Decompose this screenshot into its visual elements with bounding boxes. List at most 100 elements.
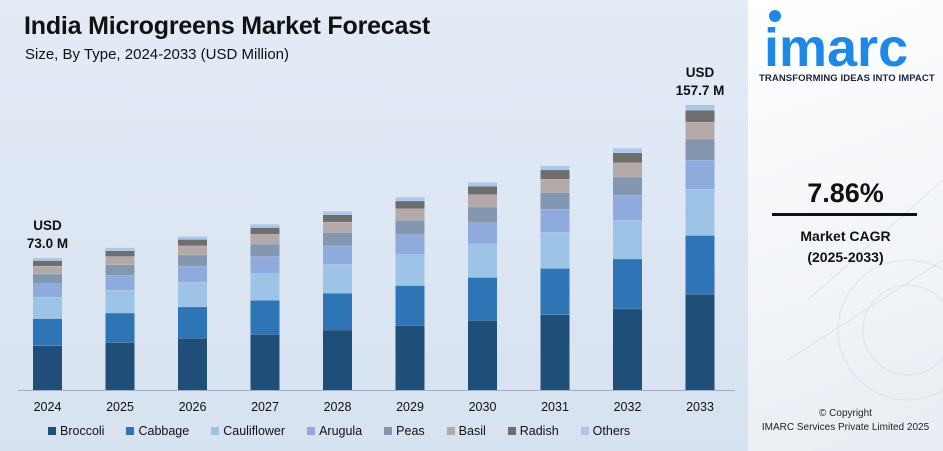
stacked-bar-chart: 2024 2025 2026 2027 2028 2029 2030 2031 2032 2033… [18,65,735,414]
bar-2031-radish [540,169,570,180]
bar-2031-arugula [540,209,570,233]
legend-swatch [126,427,135,435]
bar-2026-basil [178,245,207,255]
legend-swatch [384,427,393,435]
x-tick-label: 2032 [614,400,642,414]
bar-2025-broccoli [105,342,135,390]
bar-2031-broccoli [540,314,570,390]
bar-2027-cabbage [250,300,280,335]
bar-2028-radish [323,214,352,222]
bar-2027-arugula [250,256,280,274]
bar-2026-peas [178,254,207,267]
x-tick-label: 2029 [396,400,424,414]
bar-2025-others [105,247,135,251]
bar-2027-radish [250,227,280,235]
bar-2024-arugula [33,283,62,298]
bar-2032-basil [613,162,642,177]
bar-2025-cabbage [105,313,135,343]
bar-2028-peas [323,232,352,246]
x-tick-label: 2025 [106,400,134,414]
bar-2031-basil [540,179,570,193]
bar-2024-radish [33,260,62,267]
legend-label: Basil [458,424,486,438]
chart-subtitle: Size, By Type, 2024-2033 (USD Million) [25,46,290,63]
bar-2025-cauliflower [105,290,135,314]
company-name: IMARC Services Private Limited 2025 [761,422,930,433]
x-tick-label: 2030 [469,400,497,414]
bar-2024-cauliflower [33,297,62,319]
bar-2031-cauliflower [540,232,570,269]
legend-swatch [580,427,589,435]
legend-item-radish: Radish [507,424,559,438]
bar-2025-basil [105,256,135,265]
bar-2033-cauliflower [685,189,715,236]
cagr-label: Market CAGR [800,228,891,244]
legend-swatch [307,427,316,435]
bar-2026-others [178,236,207,240]
bar-2029-basil [395,208,425,221]
bar-2030-radish [468,186,497,195]
annotation-first-value: 73.0 M [27,236,68,251]
bar-2029-peas [395,220,425,235]
bar-2027-basil [250,234,280,244]
background-decoration [787,179,943,401]
legend-item-cabbage: Cabbage [126,424,189,438]
x-tick-label: 2024 [34,400,62,414]
bar-2030-arugula [468,222,497,244]
bar-2024-broccoli [33,345,62,390]
bar-2032-peas [613,176,642,195]
legend-item-cauliflower: Cauliflower [211,424,285,438]
bar-2032-radish [613,152,642,163]
legend-swatch [507,427,516,435]
bar-2031-cabbage [540,268,570,315]
x-tick-label: 2028 [324,400,352,414]
legend-item-others: Others [580,424,630,438]
legend-label: Cabbage [138,424,190,438]
bar-2032-arugula [613,195,642,220]
bar-2028-basil [323,221,352,233]
bar-2026-cabbage [178,306,207,339]
chart-title: India Microgreens Market Forecast [24,12,431,40]
bar-2033-radish [685,110,715,122]
bar-2028-broccoli [323,330,352,390]
bar-2028-arugula [323,245,352,265]
bar-2032-broccoli [613,308,642,390]
bar-2029-arugula [395,234,425,255]
bar-2030-broccoli [468,320,497,390]
bar-2027-broccoli [250,334,280,390]
legend-swatch [446,427,455,435]
bar-2028-cauliflower [323,264,352,294]
legend-swatch [48,427,56,435]
legend-label: Radish [519,424,559,438]
bar-2024-others [33,258,62,261]
legend-item-peas: Peas [384,424,425,438]
legend-item-basil: Basil [446,424,486,438]
legend-label: Peas [396,424,425,438]
bar-2033-others [685,105,715,111]
brand-tagline: TRANSFORMING IDEAS INTO IMPACT [759,73,935,84]
bar-2025-peas [105,264,135,276]
x-tick-label: 2033 [686,400,714,414]
bar-2032-others [613,148,642,153]
bar-2027-peas [250,243,280,257]
legend-label: Broccoli [60,424,105,438]
legend-label: Arugula [319,424,363,438]
logo-text: imarc [764,18,908,70]
cagr-divider [772,213,917,216]
bar-2033-arugula [685,160,715,190]
annotation-last-currency: USD [686,65,715,80]
bar-2025-radish [105,250,135,257]
bar-2032-cabbage [613,258,642,309]
cagr-value: 7.86% [807,178,884,208]
cagr-period: (2025-2033) [807,249,884,265]
bar-2024-cabbage [33,318,62,346]
bar-2031-others [540,165,570,170]
bar-2024-peas [33,273,62,284]
annotation-last-value: 157.7 M [676,83,725,98]
bar-2029-others [395,197,425,201]
bar-2029-radish [395,200,425,209]
bar-2026-broccoli [178,338,207,390]
bar-2029-cabbage [395,285,425,326]
bar-2030-basil [468,194,497,207]
bar-2028-others [323,211,352,215]
